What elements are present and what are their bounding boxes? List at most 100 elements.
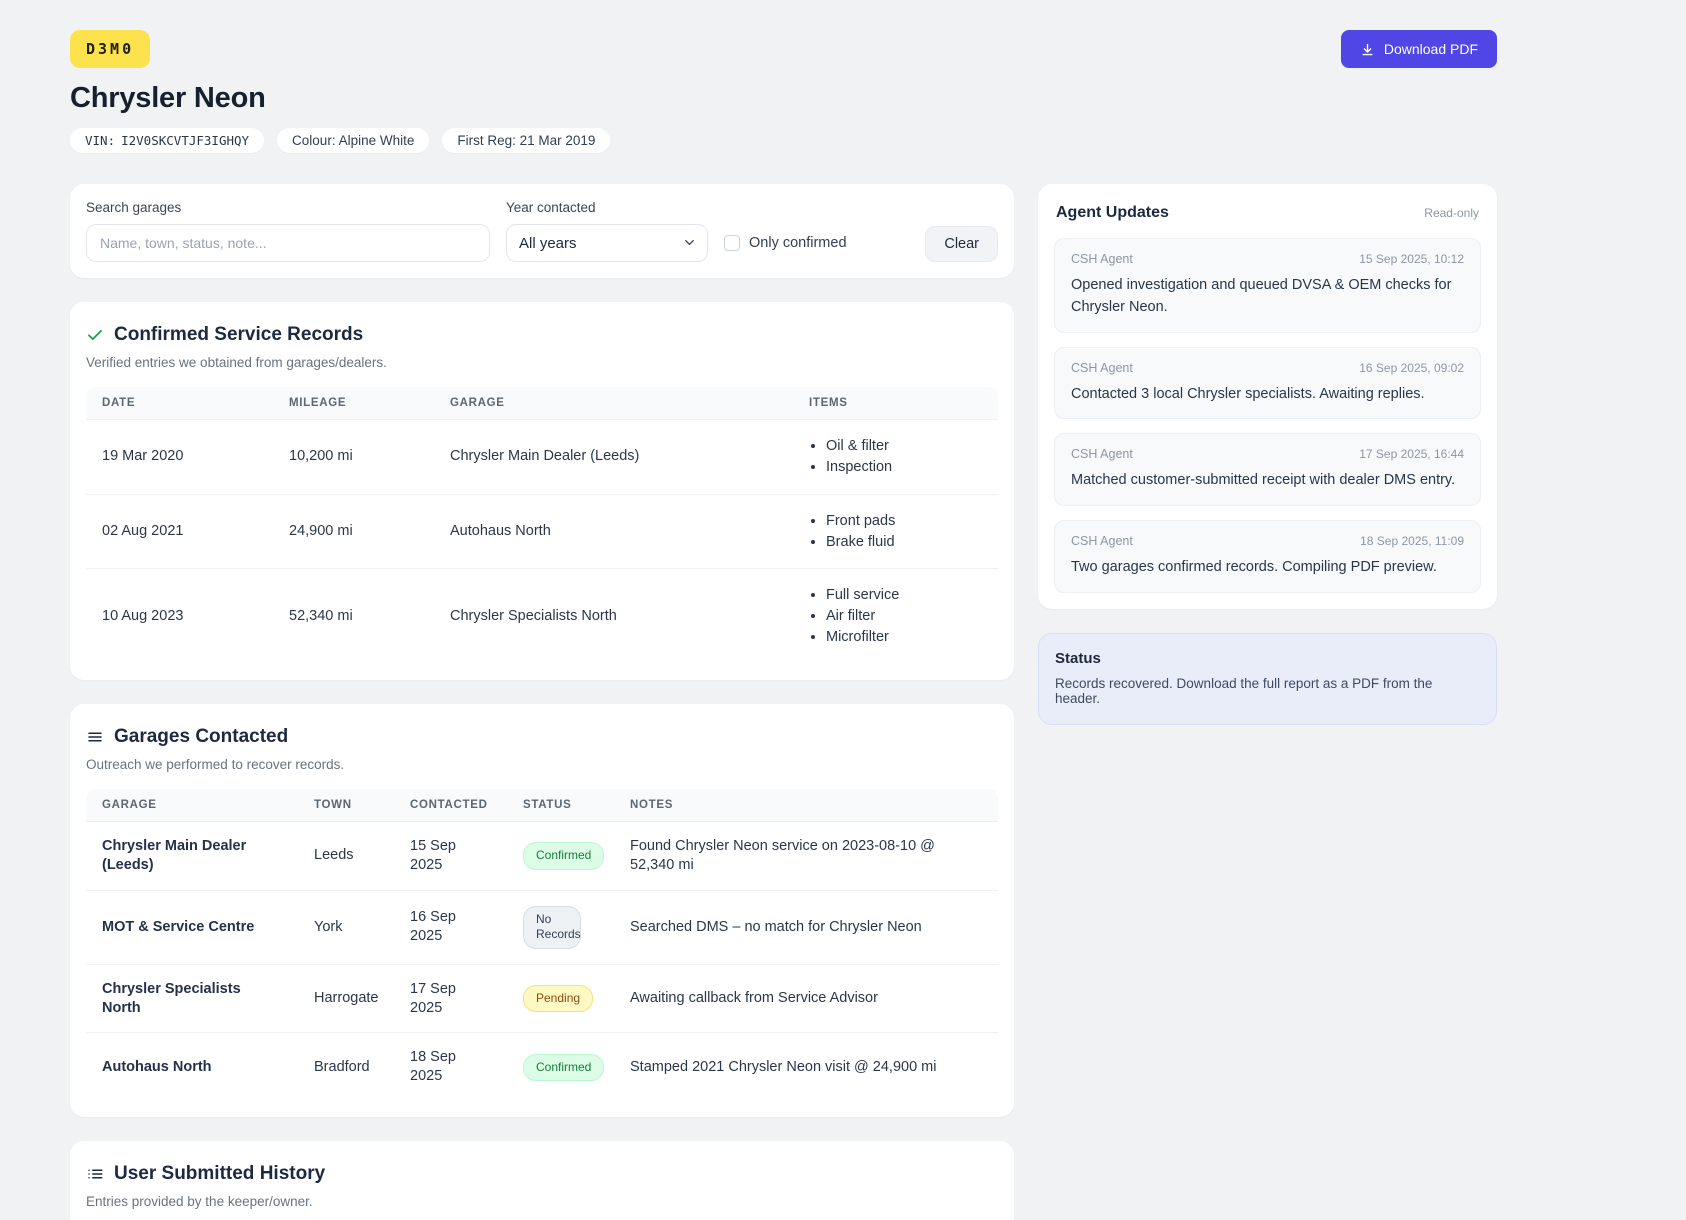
year-select[interactable]: All years xyxy=(506,224,708,262)
record-garage: Chrysler Main Dealer (Leeds) xyxy=(434,419,793,495)
section-subtitle-service-records: Verified entries we obtained from garage… xyxy=(86,355,387,370)
only-confirmed-label: Only confirmed xyxy=(749,235,847,251)
garage-town: York xyxy=(298,889,394,965)
record-item: Inspection xyxy=(826,458,982,477)
status-panel: Status Records recovered. Download the f… xyxy=(1038,632,1497,725)
colour-chip: Colour: Alpine White xyxy=(277,128,430,153)
status-badge: Confirmed xyxy=(523,1053,605,1082)
record-item: Full service xyxy=(826,586,982,605)
status-badge: Confirmed xyxy=(523,841,605,870)
agent-update-item: CSH Agent 17 Sep 2025, 16:44 Matched cus… xyxy=(1054,433,1481,506)
table-row: Autohaus North Bradford 18 Sep 2025 Conf… xyxy=(86,1032,998,1102)
garage-town: Leeds xyxy=(298,820,394,891)
garage-contacted: 17 Sep 2025 xyxy=(394,963,507,1033)
agent-updates-panel: Agent Updates Read-only CSH Agent 15 Sep… xyxy=(1038,184,1497,609)
status-badge: No Records xyxy=(523,905,581,949)
search-label: Search garages xyxy=(86,200,182,215)
col-header-status: Status xyxy=(507,788,614,822)
agent-name: CSH Agent xyxy=(1071,360,1133,375)
record-item: Microfilter xyxy=(826,628,982,647)
record-mileage: 24,900 mi xyxy=(273,493,434,569)
update-timestamp: 18 Sep 2025, 11:09 xyxy=(1360,534,1464,548)
record-item: Air filter xyxy=(826,607,982,626)
demo-badge: D3M0 xyxy=(70,30,151,68)
garages-contacted-section: Garages Contacted Outreach we performed … xyxy=(70,703,1014,1118)
col-header-mileage: Mileage xyxy=(273,387,434,420)
download-pdf-label: Download PDF xyxy=(1383,41,1478,57)
update-message: Opened investigation and queued DVSA & O… xyxy=(1071,277,1452,315)
record-item: Oil & filter xyxy=(826,437,982,456)
vin-label: VIN: xyxy=(85,133,116,148)
table-row: Chrysler Main Dealer (Leeds) Leeds 15 Se… xyxy=(86,820,998,891)
section-title-user-history: User Submitted History xyxy=(114,1163,326,1185)
garage-notes: Found Chrysler Neon service on 2023-08-1… xyxy=(614,820,998,891)
record-garage: Autohaus North xyxy=(434,493,793,569)
clear-filters-button[interactable]: Clear xyxy=(925,226,998,262)
page-header: D3M0 Download PDF xyxy=(70,30,1497,68)
download-pdf-button[interactable]: Download PDF xyxy=(1340,30,1497,68)
update-timestamp: 16 Sep 2025, 09:02 xyxy=(1359,360,1464,375)
page: D3M0 Download PDF Chrysler Neon VIN: I2V… xyxy=(70,0,1497,1220)
col-header-town: Town xyxy=(298,788,394,822)
update-timestamp: 15 Sep 2025, 10:12 xyxy=(1359,252,1464,266)
col-header-items: Items xyxy=(793,387,998,420)
col-header-notes: Notes xyxy=(614,788,998,822)
update-timestamp: 17 Sep 2025, 16:44 xyxy=(1359,447,1464,462)
agent-name: CSH Agent xyxy=(1071,447,1133,462)
garage-name: Chrysler Specialists North xyxy=(86,963,298,1033)
first-reg-chip: First Reg: 21 Mar 2019 xyxy=(442,128,611,153)
col-header-garage: Garage xyxy=(434,387,793,420)
table-row: 19 Mar 2020 10,200 mi Chrysler Main Deal… xyxy=(86,419,998,495)
col-header-contacted: Contacted xyxy=(394,788,507,822)
record-date: 02 Aug 2021 xyxy=(86,493,273,569)
record-items: Full service Air filter Microfilter xyxy=(809,586,982,647)
status-badge: Pending xyxy=(523,984,594,1013)
record-date: 19 Mar 2020 xyxy=(86,419,273,495)
update-message: Two garages confirmed records. Compiling… xyxy=(1071,559,1437,575)
search-input[interactable] xyxy=(86,224,490,262)
main-column: Search garages Year contacted All years xyxy=(70,184,1014,1220)
col-header-garage: Garage xyxy=(86,788,298,822)
update-message: Contacted 3 local Chrysler specialists. … xyxy=(1071,385,1425,402)
sidebar: Agent Updates Read-only CSH Agent 15 Sep… xyxy=(1038,184,1497,725)
garage-town: Bradford xyxy=(298,1032,394,1102)
garages-table: Garage Town Contacted Status Notes Chrys… xyxy=(86,788,998,1102)
garage-notes: Stamped 2021 Chrysler Neon visit @ 24,90… xyxy=(614,1032,998,1102)
col-header-date: Date xyxy=(86,387,273,420)
filter-bar: Search garages Year contacted All years xyxy=(70,184,1014,278)
service-records-table: Date Mileage Garage Items 19 Mar 2020 10… xyxy=(86,387,998,664)
record-mileage: 52,340 mi xyxy=(273,568,434,664)
agent-update-item: CSH Agent 15 Sep 2025, 10:12 Opened inve… xyxy=(1054,238,1481,333)
agent-name: CSH Agent xyxy=(1071,252,1133,266)
readonly-label: Read-only xyxy=(1424,206,1479,220)
page-title: Chrysler Neon xyxy=(70,82,266,114)
section-title-service-records: Confirmed Service Records xyxy=(114,324,364,345)
garage-name: Autohaus North xyxy=(86,1032,298,1102)
garage-name: Chrysler Main Dealer (Leeds) xyxy=(86,820,298,891)
agent-name: CSH Agent xyxy=(1071,534,1133,548)
record-garage: Chrysler Specialists North xyxy=(434,568,793,664)
only-confirmed-control: Only confirmed xyxy=(724,224,847,262)
year-label: Year contacted xyxy=(506,200,596,215)
status-message: Records recovered. Download the full rep… xyxy=(1055,675,1433,706)
record-items: Front pads Brake fluid xyxy=(809,512,982,552)
search-field: Search garages xyxy=(86,200,490,262)
download-icon xyxy=(1360,42,1375,57)
section-subtitle-garages: Outreach we performed to recover records… xyxy=(86,756,345,772)
garage-town: Harrogate xyxy=(298,963,394,1033)
agent-update-item: CSH Agent 16 Sep 2025, 09:02 Contacted 3… xyxy=(1054,346,1481,420)
only-confirmed-checkbox[interactable] xyxy=(724,235,740,251)
user-submitted-history-section: User Submitted History Entries provided … xyxy=(70,1141,1014,1220)
status-title: Status xyxy=(1055,649,1101,667)
garage-contacted: 15 Sep 2025 xyxy=(394,820,507,891)
garage-notes: Searched DMS – no match for Chrysler Neo… xyxy=(614,889,998,965)
garage-name: MOT & Service Centre xyxy=(86,889,298,965)
record-item: Front pads xyxy=(826,512,982,531)
table-row: MOT & Service Centre York 16 Sep 2025 No… xyxy=(86,889,998,965)
list-icon xyxy=(86,1165,104,1183)
record-items: Oil & filter Inspection xyxy=(809,437,982,477)
record-mileage: 10,200 mi xyxy=(273,419,434,495)
confirmed-service-records-section: Confirmed Service Records Verified entri… xyxy=(70,302,1014,680)
garage-contacted: 16 Sep 2025 xyxy=(394,889,507,965)
section-title-garages: Garages Contacted xyxy=(114,725,289,747)
